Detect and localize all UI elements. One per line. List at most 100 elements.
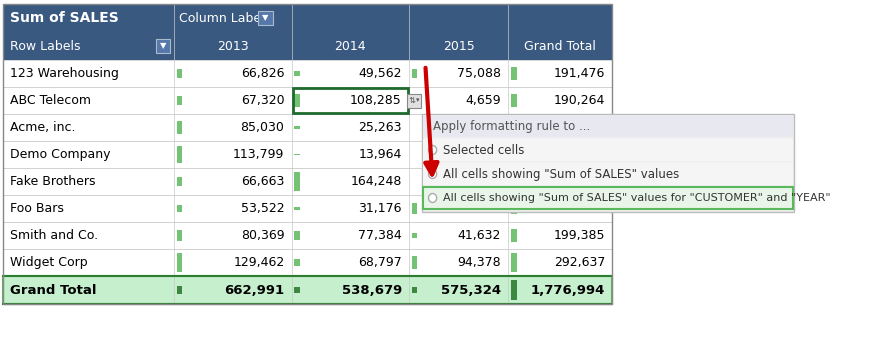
Text: 66,826: 66,826 (241, 67, 285, 80)
Text: ▼: ▼ (263, 13, 269, 22)
Bar (511, 229, 516, 242)
Text: ABC Telecom: ABC Telecom (10, 94, 91, 107)
Bar (294, 154, 300, 155)
Circle shape (428, 194, 437, 203)
Text: 2014: 2014 (335, 40, 366, 53)
Text: 292,637: 292,637 (553, 256, 605, 269)
Text: 25,263: 25,263 (359, 121, 402, 134)
Bar (422, 114, 794, 212)
Bar (411, 203, 418, 214)
Bar (511, 94, 516, 107)
Text: 80,369: 80,369 (241, 229, 285, 242)
Bar (3, 87, 612, 114)
Bar (294, 94, 300, 107)
Text: Column Labels: Column Labels (179, 11, 271, 24)
Circle shape (428, 170, 437, 179)
Text: ▾: ▾ (417, 97, 420, 104)
Bar (411, 100, 418, 101)
Text: 2013: 2013 (218, 40, 248, 53)
Text: 129,462: 129,462 (233, 256, 285, 269)
Text: 94,378: 94,378 (457, 256, 501, 269)
Text: 2015: 2015 (443, 40, 475, 53)
Text: 190,264: 190,264 (553, 94, 605, 107)
Bar (294, 172, 300, 191)
Text: 4,659: 4,659 (465, 94, 501, 107)
Bar (3, 141, 612, 168)
Bar (423, 163, 793, 185)
Text: 113,799: 113,799 (233, 148, 285, 161)
Text: Fake Brothers: Fake Brothers (10, 175, 95, 188)
Text: Apply formatting rule to ...: Apply formatting rule to ... (433, 119, 590, 132)
Text: 199,385: 199,385 (553, 229, 605, 242)
Text: 170,305: 170,305 (553, 202, 605, 215)
Text: 66,663: 66,663 (241, 175, 285, 188)
Text: Grand Total: Grand Total (10, 283, 96, 297)
Bar (292, 88, 408, 113)
Text: All cells showing "Sum of SALES" values: All cells showing "Sum of SALES" values (443, 168, 679, 181)
Bar (3, 195, 612, 222)
Bar (294, 126, 300, 129)
Text: 85,607: 85,607 (457, 202, 501, 215)
Text: 123 Warehousing: 123 Warehousing (10, 67, 119, 80)
Text: Selected cells: Selected cells (443, 143, 525, 157)
Bar (411, 68, 418, 78)
Bar (3, 222, 612, 249)
Bar (294, 71, 300, 76)
Text: 75,088: 75,088 (457, 67, 501, 80)
Text: Widget Corp: Widget Corp (10, 256, 87, 269)
Bar (3, 249, 612, 276)
Bar (177, 230, 182, 241)
Text: 1,776,994: 1,776,994 (530, 283, 605, 297)
Bar (411, 256, 418, 269)
Bar (3, 114, 612, 141)
Text: 575,324: 575,324 (441, 283, 501, 297)
Bar (511, 203, 516, 214)
Circle shape (428, 146, 437, 154)
Bar (156, 39, 170, 53)
Bar (411, 233, 418, 238)
Bar (423, 187, 793, 209)
Text: 68,797: 68,797 (358, 256, 402, 269)
Text: 41,632: 41,632 (458, 229, 501, 242)
Bar (511, 67, 516, 80)
Text: Row Labels: Row Labels (10, 40, 80, 53)
Bar (407, 94, 421, 108)
Bar (177, 68, 182, 78)
Text: 191,476: 191,476 (553, 67, 605, 80)
Bar (258, 11, 273, 25)
Bar (294, 259, 300, 267)
Text: ⇅: ⇅ (408, 96, 415, 105)
Bar (177, 146, 182, 163)
Bar (177, 253, 182, 272)
Bar (177, 286, 182, 294)
Bar (423, 139, 793, 161)
Bar (177, 177, 182, 186)
Text: Smith and Co.: Smith and Co. (10, 229, 98, 242)
Bar (177, 121, 182, 133)
Text: 85,030: 85,030 (241, 121, 285, 134)
Text: 77,384: 77,384 (358, 229, 402, 242)
Text: 662,991: 662,991 (225, 283, 285, 297)
Text: 31,176: 31,176 (359, 202, 402, 215)
Text: Demo Company: Demo Company (10, 148, 110, 161)
Bar (3, 32, 612, 60)
Text: All cells showing "Sum of SALES" values for "CUSTOMER" and "YEAR": All cells showing "Sum of SALES" values … (443, 193, 831, 203)
Bar (511, 280, 516, 300)
Bar (294, 207, 300, 210)
Bar (177, 205, 182, 212)
Text: 164,248: 164,248 (351, 175, 402, 188)
Text: 13,964: 13,964 (359, 148, 402, 161)
Text: ▼: ▼ (159, 42, 167, 51)
Bar (3, 4, 612, 32)
Text: Sum of SALES: Sum of SALES (10, 11, 119, 25)
Text: 538,679: 538,679 (342, 283, 402, 297)
Text: Acme, inc.: Acme, inc. (10, 121, 76, 134)
Text: 67,320: 67,320 (241, 94, 285, 107)
Bar (3, 168, 612, 195)
Text: Grand Total: Grand Total (524, 40, 596, 53)
Text: Foo Bars: Foo Bars (10, 202, 63, 215)
Bar (411, 287, 418, 293)
Bar (3, 276, 612, 304)
Text: 49,562: 49,562 (359, 67, 402, 80)
Bar (511, 253, 516, 272)
